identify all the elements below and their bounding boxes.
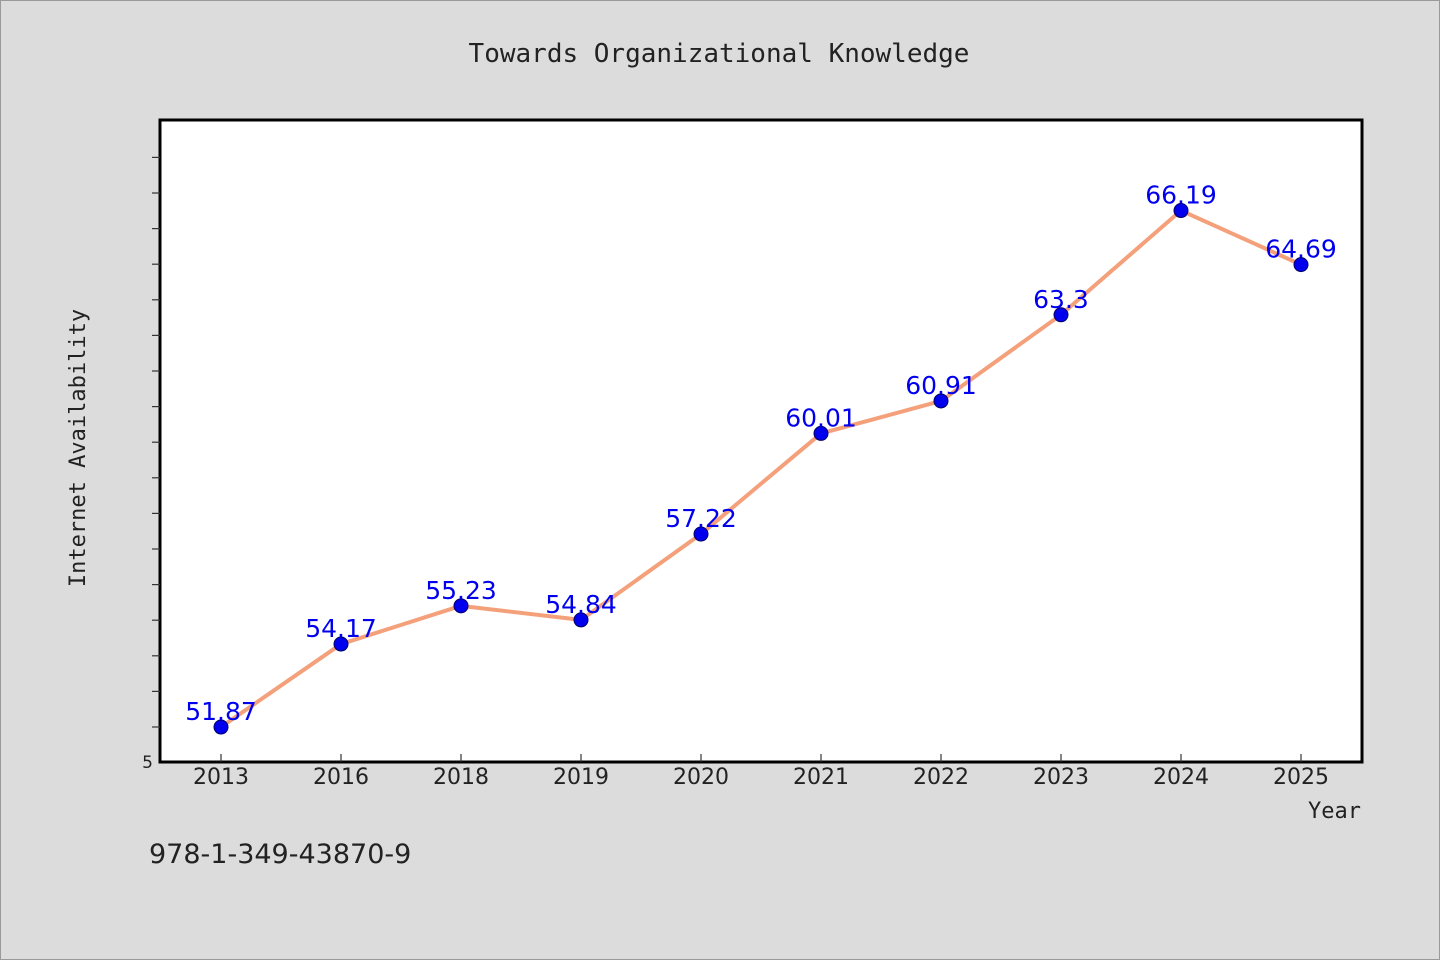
x-tick-label: 2016 bbox=[313, 765, 369, 790]
y-axis-ticks: 5 bbox=[142, 156, 160, 773]
x-axis-ticks: 2013 2016 2018 2019 2020 2021 2022 2023 2024 2025 bbox=[193, 754, 1329, 790]
data-label: 64.69 bbox=[1265, 235, 1337, 264]
data-label: 55.23 bbox=[425, 576, 497, 605]
data-label: 54.84 bbox=[545, 590, 617, 619]
data-point-marker bbox=[453, 598, 469, 614]
x-tick-label: 2025 bbox=[1273, 765, 1329, 790]
x-tick-label: 2013 bbox=[193, 765, 249, 790]
data-label: 63.3 bbox=[1033, 285, 1089, 314]
data-label: 60.01 bbox=[785, 403, 857, 432]
data-label: 54.17 bbox=[305, 614, 377, 643]
data-point-marker bbox=[333, 636, 349, 652]
data-point-marker bbox=[1053, 307, 1069, 323]
data-point-marker bbox=[813, 425, 829, 441]
data-labels: 51.87 54.17 55.23 54.84 57.22 60.01 60.91 63.3 6… bbox=[185, 181, 1337, 726]
series-line-layer bbox=[219, 208, 1303, 730]
chart-title: Towards Organizational Knowledge bbox=[469, 39, 970, 69]
data-point-marker bbox=[573, 612, 589, 628]
data-point-marker bbox=[213, 719, 229, 735]
x-tick-label: 2019 bbox=[553, 765, 609, 790]
series-line bbox=[219, 208, 1303, 730]
x-tick-label: 2018 bbox=[433, 765, 489, 790]
x-tick-label: 2024 bbox=[1153, 765, 1209, 790]
data-point-marker bbox=[1173, 203, 1189, 219]
x-tick-label: 2023 bbox=[1033, 765, 1089, 790]
y-tick-label: 5 bbox=[142, 753, 153, 773]
x-tick-label: 2022 bbox=[913, 765, 969, 790]
x-axis-label: Year bbox=[1308, 799, 1361, 824]
x-tick-label: 2021 bbox=[793, 765, 849, 790]
x-tick-label: 2020 bbox=[673, 765, 729, 790]
data-label: 57.22 bbox=[665, 504, 737, 533]
data-point-marker bbox=[933, 393, 949, 409]
data-markers bbox=[213, 203, 1309, 735]
y-axis-label: Internet Availability bbox=[66, 309, 91, 587]
data-label: 60.91 bbox=[905, 371, 977, 400]
data-point-marker bbox=[1293, 257, 1309, 273]
data-point-marker bbox=[693, 526, 709, 542]
data-label: 66.19 bbox=[1145, 181, 1217, 210]
isbn-footer: 978-1-349-43870-9 bbox=[149, 839, 411, 870]
data-label: 51.87 bbox=[185, 697, 257, 726]
